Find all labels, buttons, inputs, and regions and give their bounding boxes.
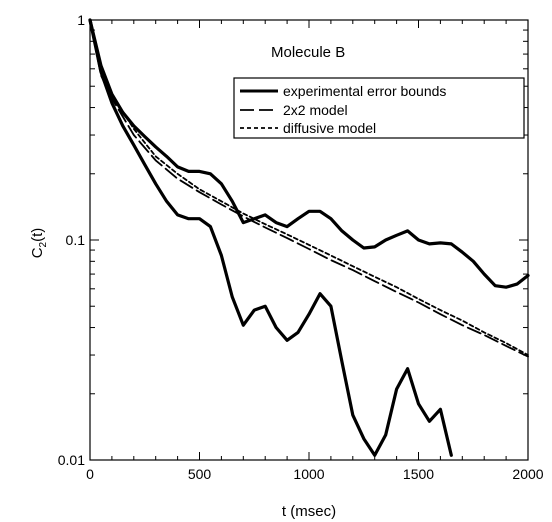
legend-label-diffusive: diffusive model: [283, 120, 376, 136]
legend-label-2x2: 2x2 model: [283, 102, 348, 118]
svg-text:C2(t): C2(t): [29, 228, 49, 259]
y-tick-label: 0.1: [66, 232, 86, 248]
y-axis-label-main: C: [29, 247, 46, 258]
x-tick-label: 500: [188, 466, 212, 482]
series-line-dotted: [90, 20, 528, 355]
annotation-label: Molecule B: [271, 44, 345, 61]
y-axis-label: C2(t): [29, 228, 49, 259]
y-tick-label: 1: [77, 12, 85, 28]
x-tick-label: 0: [86, 466, 94, 482]
y-tick-label: 0.01: [58, 452, 85, 468]
x-tick-label: 1000: [293, 466, 324, 482]
legend: experimental error bounds 2x2 model diff…: [234, 78, 524, 138]
legend-label-experimental: experimental error bounds: [283, 83, 446, 99]
series-line-longdash: [90, 20, 528, 357]
x-tick-label: 1500: [403, 466, 434, 482]
x-axis-label: t (msec): [282, 503, 336, 520]
x-tick-label: 2000: [512, 466, 543, 482]
y-axis-label-tail: (t): [29, 228, 46, 242]
